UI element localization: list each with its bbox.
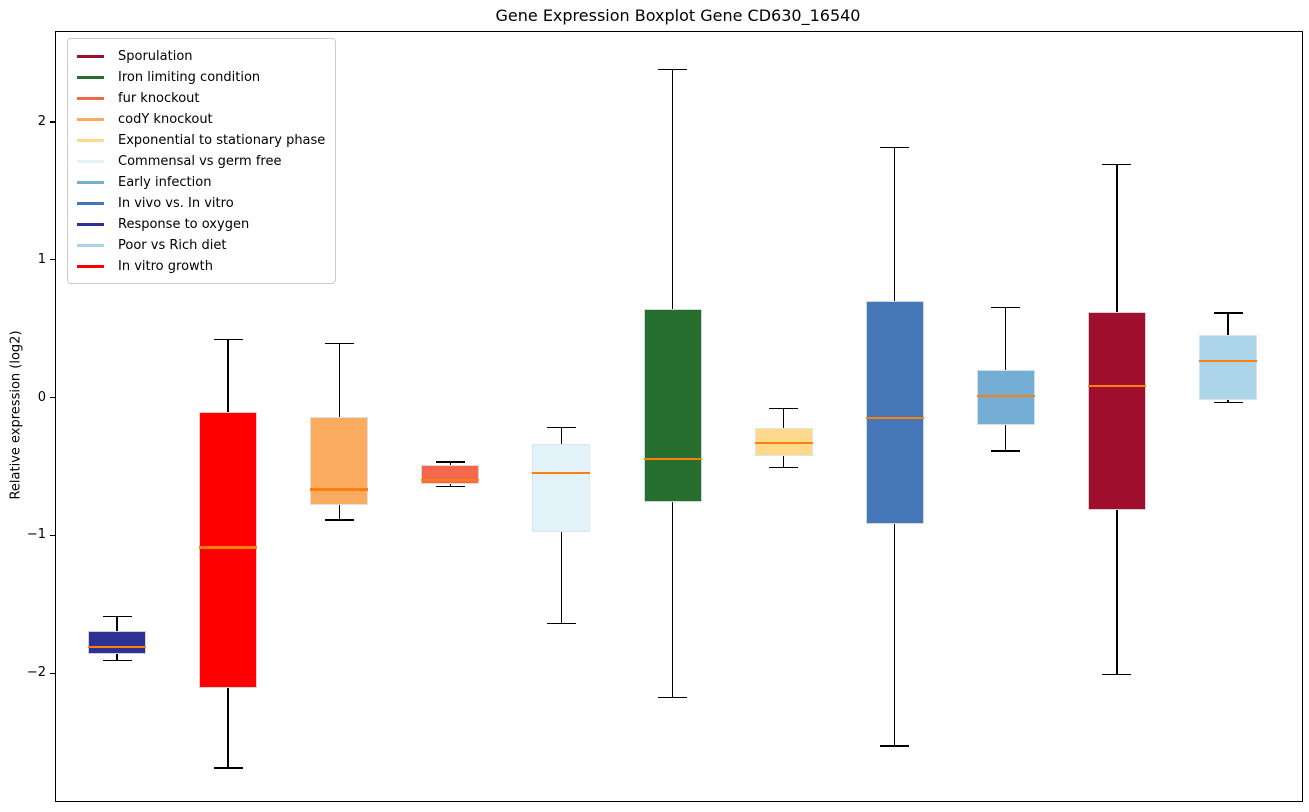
- whisker-cap: [991, 450, 1021, 452]
- y-tick-mark: [50, 259, 55, 261]
- legend-item: Exponential to stationary phase: [77, 130, 325, 151]
- legend-swatch: [77, 244, 104, 247]
- legend-label: Response to oxygen: [118, 217, 250, 232]
- y-tick-label: −2: [26, 665, 46, 681]
- median-line: [1087, 385, 1146, 388]
- whisker-cap: [991, 306, 1021, 309]
- legend-item: Response to oxygen: [77, 214, 325, 235]
- whisker-cap: [435, 486, 465, 488]
- legend-item: In vivo vs. In vitro: [77, 193, 325, 214]
- whisker-cap: [769, 407, 799, 409]
- boxplot-box: [1087, 311, 1146, 511]
- whisker-cap: [1102, 163, 1132, 165]
- legend-label: fur knockout: [118, 91, 200, 106]
- median-line: [88, 645, 146, 648]
- legend-label: codY knockout: [118, 112, 213, 127]
- median-line: [532, 471, 591, 475]
- legend-swatch: [77, 160, 104, 163]
- legend-swatch: [77, 118, 104, 121]
- y-tick-mark: [50, 672, 55, 674]
- median-line: [754, 441, 813, 444]
- legend-label: Commensal vs germ free: [118, 154, 282, 169]
- whisker-cap: [324, 519, 354, 521]
- y-tick-label: 0: [37, 389, 46, 405]
- legend-swatch: [77, 139, 104, 142]
- legend-swatch: [77, 97, 104, 100]
- legend-item: Commensal vs germ free: [77, 151, 325, 172]
- whisker-cap: [880, 147, 910, 149]
- legend-label: Early infection: [118, 175, 212, 190]
- whisker-cap: [102, 659, 132, 662]
- legend-swatch: [77, 55, 104, 58]
- whisker-cap: [435, 461, 465, 463]
- legend-swatch: [77, 181, 104, 184]
- boxplot-box: [976, 369, 1035, 425]
- y-tick-mark: [50, 396, 55, 399]
- whisker-cap: [658, 696, 687, 699]
- legend-item: In vitro growth: [77, 256, 325, 277]
- whisker-cap: [213, 338, 243, 340]
- legend-swatch: [77, 265, 104, 268]
- whisker-cap: [546, 622, 576, 624]
- legend-label: Exponential to stationary phase: [118, 133, 326, 148]
- whisker-cap: [546, 426, 576, 429]
- legend-label: Iron limiting condition: [118, 70, 261, 85]
- legend-swatch: [77, 76, 104, 79]
- median-line: [310, 488, 369, 491]
- median-line: [199, 546, 258, 549]
- boxplot-box: [310, 416, 369, 505]
- whisker-cap: [1213, 312, 1243, 314]
- boxplot-box: [865, 300, 924, 524]
- legend-label: Sporulation: [118, 49, 193, 64]
- y-tick-label: 1: [37, 251, 46, 267]
- whisker-cap: [102, 615, 132, 618]
- legend-label: In vivo vs. In vitro: [118, 196, 234, 211]
- median-line: [421, 478, 480, 481]
- legend-label: In vitro growth: [118, 259, 213, 274]
- plot-area: Sporulation Iron limiting condition fur kn…: [55, 31, 1303, 802]
- whisker-cap: [658, 68, 687, 70]
- legend-item: Sporulation: [77, 46, 325, 67]
- legend-swatch: [77, 223, 104, 226]
- whisker-cap: [1213, 402, 1243, 404]
- chart-title: Gene Expression Boxplot Gene CD630_16540: [495, 6, 861, 25]
- median-line: [865, 416, 924, 419]
- whisker-cap: [213, 767, 243, 769]
- legend-item: Iron limiting condition: [77, 67, 325, 88]
- legend-item: fur knockout: [77, 88, 325, 109]
- y-tick-mark: [50, 534, 55, 537]
- y-tick-label: 2: [37, 113, 46, 129]
- y-tick-mark: [50, 121, 55, 123]
- legend-swatch: [77, 202, 104, 205]
- median-line: [643, 458, 702, 461]
- legend-item: Poor vs Rich diet: [77, 235, 325, 256]
- y-tick-label: −1: [26, 527, 46, 543]
- whisker-cap: [324, 342, 354, 345]
- whisker-cap: [880, 745, 910, 747]
- median-line: [976, 394, 1035, 397]
- legend-item: codY knockout: [77, 109, 325, 130]
- boxplot-box: [199, 412, 258, 688]
- boxplot-box: [532, 444, 591, 533]
- whisker-cap: [1102, 673, 1132, 675]
- whisker-cap: [769, 466, 799, 469]
- boxplot-box: [88, 631, 146, 654]
- median-line: [1199, 360, 1257, 363]
- legend: Sporulation Iron limiting condition fur kn…: [67, 38, 337, 284]
- boxplot-box: [421, 464, 480, 485]
- y-axis-label: Relative expression (log2): [8, 330, 24, 500]
- legend-item: Early infection: [77, 172, 325, 193]
- legend-label: Poor vs Rich diet: [118, 238, 227, 253]
- boxplot-box: [1199, 335, 1257, 400]
- boxplot-box: [643, 309, 702, 502]
